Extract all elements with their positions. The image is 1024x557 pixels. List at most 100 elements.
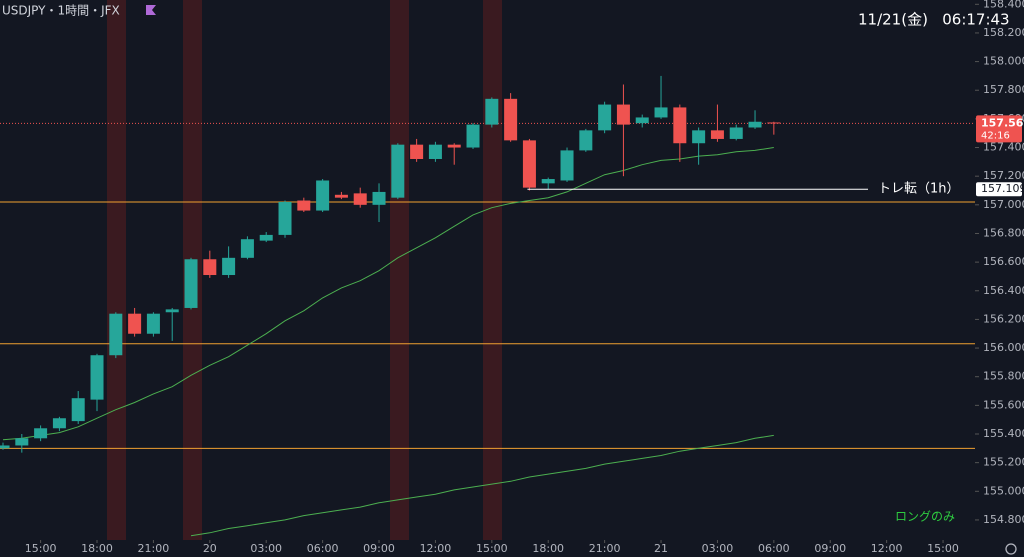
candle-body [240, 239, 254, 258]
y-tick-label: 156.400 [983, 284, 1024, 297]
candle-body [447, 144, 461, 148]
y-tick-label: 158.400 [983, 0, 1024, 10]
x-tick-label: 15:00 [25, 542, 57, 555]
y-tick-label: 158.000 [983, 55, 1024, 68]
moving-average [190, 434, 774, 537]
y-tick-label: 158.200 [983, 26, 1024, 39]
candle [522, 138, 536, 191]
candle-body [692, 130, 706, 144]
y-tick-label: 155.800 [983, 370, 1024, 383]
note: ロングのみ [895, 510, 955, 524]
candle [729, 124, 743, 141]
session-highlights [107, 0, 502, 540]
candle-body [560, 150, 574, 181]
trend-line-label: トレ転（1h） [878, 182, 960, 197]
candle [109, 312, 123, 359]
candle-body [767, 122, 781, 124]
candle [616, 84, 630, 177]
candle [0, 442, 10, 450]
candle [146, 312, 160, 337]
candle-body [729, 127, 743, 139]
moving-average [2, 147, 774, 441]
candle [447, 143, 461, 165]
candle-body [165, 309, 179, 313]
candle [372, 183, 386, 223]
candle [203, 250, 217, 278]
x-tick-label: 18:00 [532, 542, 564, 555]
candle [259, 232, 273, 243]
candle-body [128, 313, 142, 334]
candle-body [34, 428, 48, 439]
highlight [483, 0, 502, 540]
candle [184, 257, 198, 310]
price-tag [976, 115, 1022, 143]
y-tick-label: 155.000 [983, 484, 1024, 497]
candle-body [259, 234, 273, 241]
candle-body [90, 355, 104, 400]
y-tick-label: 154.800 [983, 513, 1024, 526]
candle-body [466, 124, 480, 148]
trend-price-label: 157.109 [981, 182, 1024, 195]
candle [767, 121, 781, 135]
trend-price-tag [976, 182, 1022, 197]
price-tag-label: 157.569 [981, 116, 1024, 129]
candle [654, 75, 668, 119]
candle [90, 353, 104, 412]
candle [466, 123, 480, 149]
candle [673, 104, 687, 162]
candle [52, 416, 66, 432]
candle-body [522, 140, 536, 188]
candle-body [673, 107, 687, 144]
candle [428, 141, 442, 162]
candle [165, 307, 179, 341]
candle-body [428, 144, 442, 159]
y-tick-label: 155.600 [983, 398, 1024, 411]
candle [560, 147, 574, 182]
candle-body [410, 144, 424, 159]
candle-body [0, 445, 10, 449]
candle [748, 110, 762, 129]
candle [297, 197, 311, 212]
x-tick-label: 09:00 [363, 542, 395, 555]
chart-title: USDJPY・1時間・JFX [2, 4, 120, 18]
candle [316, 179, 330, 212]
candle-body [748, 121, 762, 128]
candle [541, 177, 555, 190]
x-tick-label: 15:00 [927, 542, 959, 555]
candle-body [654, 107, 668, 118]
x-tick-label: 12:00 [420, 542, 452, 555]
candle [635, 114, 649, 128]
candle [15, 434, 29, 453]
settings-icon[interactable] [1005, 543, 1017, 555]
x-tick-label: 06:00 [758, 542, 790, 555]
candle [598, 101, 612, 134]
candle-body [278, 201, 292, 235]
countdown: 42:16 [981, 130, 1010, 141]
candle [278, 200, 292, 238]
y-tick-label: 156.200 [983, 312, 1024, 325]
y-tick-label: 155.200 [983, 456, 1024, 469]
candle-body [316, 180, 330, 211]
candle [240, 236, 254, 260]
candle [391, 143, 405, 200]
flag-icon [146, 5, 156, 15]
candle [410, 138, 424, 162]
x-tick-label: 09:00 [814, 542, 846, 555]
y-tick-label: 157.200 [983, 169, 1024, 182]
candle-body [203, 259, 217, 276]
candle-body [710, 130, 724, 139]
x-tick-label: 18:00 [81, 542, 113, 555]
y-tick-label: 155.400 [983, 427, 1024, 440]
candle [353, 187, 367, 208]
candle [485, 97, 499, 128]
candle-body [297, 200, 311, 211]
candle-body [635, 117, 649, 124]
candle-body [146, 313, 160, 334]
y-tick-label: 157.000 [983, 198, 1024, 211]
candle [334, 191, 348, 200]
highlight [390, 0, 409, 540]
candle [222, 246, 236, 278]
candle-body [353, 193, 367, 205]
